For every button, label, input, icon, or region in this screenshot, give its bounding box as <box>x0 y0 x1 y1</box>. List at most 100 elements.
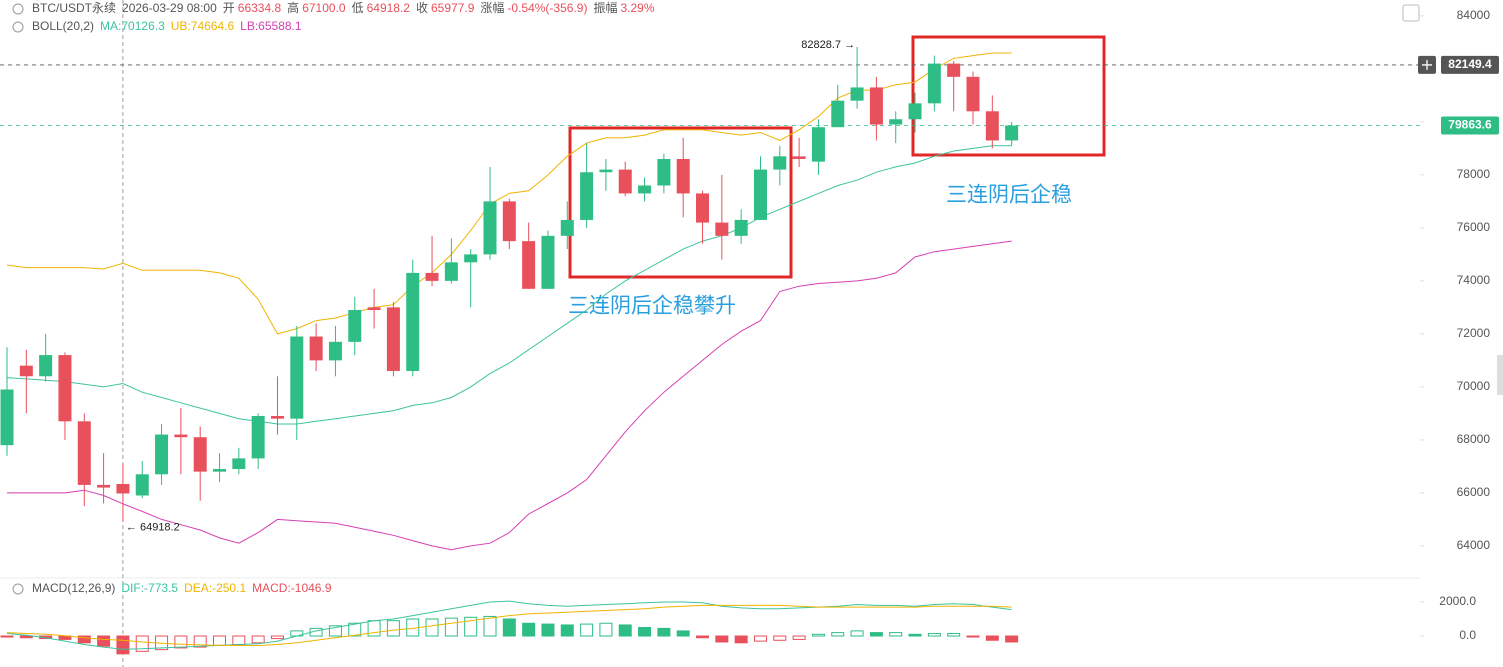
candle-body <box>908 103 922 120</box>
macd-bar <box>618 624 632 637</box>
y-tick-label: 72000 <box>1457 326 1491 340</box>
extreme-label: ← 64918.2 <box>126 521 180 533</box>
macd-bar <box>464 616 478 637</box>
macd-bar <box>869 632 883 637</box>
price-tag <box>1441 55 1499 74</box>
macd-bar <box>676 630 690 637</box>
collapse-icon[interactable] <box>12 583 24 595</box>
fullscreen-button[interactable] <box>1402 4 1420 22</box>
candle-body <box>927 63 941 104</box>
readout-label: 振幅 <box>593 0 617 15</box>
macd-bar <box>966 635 980 638</box>
candle-body <box>811 127 825 162</box>
annotation: 三连阴后企稳攀升 <box>568 295 736 318</box>
candle-body <box>734 219 748 236</box>
candle-body <box>696 193 710 223</box>
candle-body <box>444 262 458 281</box>
readout-value: 67100.0 <box>302 1 346 15</box>
macd-bar <box>580 623 594 637</box>
indicator-value: LB:65588.1 <box>240 19 302 33</box>
candle-body <box>77 421 91 485</box>
candle-body <box>947 63 961 77</box>
side-handle[interactable] <box>1497 355 1503 395</box>
candle-body <box>116 483 130 494</box>
indicator-value: DIF:-773.5 <box>121 581 178 595</box>
macd-bar <box>251 635 265 644</box>
readout-value: -0.54%(-356.9) <box>507 1 587 15</box>
collapse-icon[interactable] <box>12 3 24 15</box>
y-tick-label: 78000 <box>1457 167 1491 181</box>
candle-body <box>638 185 652 194</box>
annotation: 三连阴后企稳 <box>946 184 1072 207</box>
y-tick-label: 74000 <box>1457 273 1491 287</box>
macd-bar <box>386 620 400 637</box>
readout-label: 收 <box>416 1 428 15</box>
time: 2026-03-29 08:00 <box>122 1 217 15</box>
macd-bar <box>135 635 149 652</box>
macd-bar <box>792 635 806 640</box>
candle-body <box>232 458 246 470</box>
macd-bar <box>483 615 497 637</box>
candle-body <box>676 158 690 194</box>
candle-body <box>270 416 284 419</box>
macd-bar <box>425 618 439 637</box>
readout-value: 65977.9 <box>431 1 475 15</box>
candle-body <box>541 235 555 289</box>
y-tick-label: 66000 <box>1457 485 1491 499</box>
macd-bar <box>560 624 574 637</box>
macd-bar <box>444 617 458 637</box>
candle-body <box>290 336 304 419</box>
boll-line <box>7 240 1012 551</box>
macd-bar <box>927 632 941 637</box>
collapse-icon[interactable] <box>12 21 24 33</box>
macd-bar <box>715 635 729 643</box>
macd-bar <box>174 635 188 649</box>
candle-body <box>869 87 883 125</box>
price-tag <box>1441 116 1499 135</box>
candle-body <box>985 111 999 141</box>
indicator-name: BOLL(20,2) <box>32 19 94 33</box>
indicator-value: UB:74664.6 <box>171 19 235 33</box>
candle-body <box>174 434 188 438</box>
symbol: BTC/USDT永续 <box>32 1 116 15</box>
boll-line <box>6 145 1012 425</box>
macd-bar <box>348 622 362 637</box>
macd-bar <box>328 625 342 637</box>
y-tick-label: 64000 <box>1457 538 1491 552</box>
candle-body <box>502 201 516 242</box>
candle-body <box>522 241 536 289</box>
macd-bar <box>77 635 91 644</box>
macd-bar <box>657 627 671 637</box>
macd-bar <box>97 635 111 647</box>
macd-bar <box>985 635 999 641</box>
readout-label: 高 <box>287 0 299 15</box>
candle-body <box>618 169 632 194</box>
macd-bar <box>811 633 825 637</box>
candle-body <box>19 365 33 377</box>
macd-bar <box>947 632 961 637</box>
readout-label: 涨幅 <box>480 0 504 15</box>
macd-bar <box>850 630 864 637</box>
candle-body <box>348 310 362 342</box>
candle-body <box>425 272 439 281</box>
readout-label: 开 <box>223 1 235 15</box>
candle-body <box>889 119 903 125</box>
readout-value: 3.29% <box>620 1 654 15</box>
candle-body <box>580 172 594 220</box>
candle-body <box>831 100 845 128</box>
macd-bar <box>270 635 284 640</box>
y-tick-label: 76000 <box>1457 220 1491 234</box>
macd-line <box>6 604 1012 646</box>
candle-body <box>773 156 787 170</box>
candle-body <box>328 341 342 361</box>
macd-bar <box>599 622 613 637</box>
candle-body <box>715 222 729 236</box>
candle-body <box>483 201 497 255</box>
readout-value: 64918.2 <box>367 1 411 15</box>
macd-bar <box>831 632 845 637</box>
candle-body <box>1005 125 1019 141</box>
macd-bar <box>773 635 787 641</box>
macd-bar <box>19 635 33 639</box>
macd-bar <box>734 635 748 644</box>
